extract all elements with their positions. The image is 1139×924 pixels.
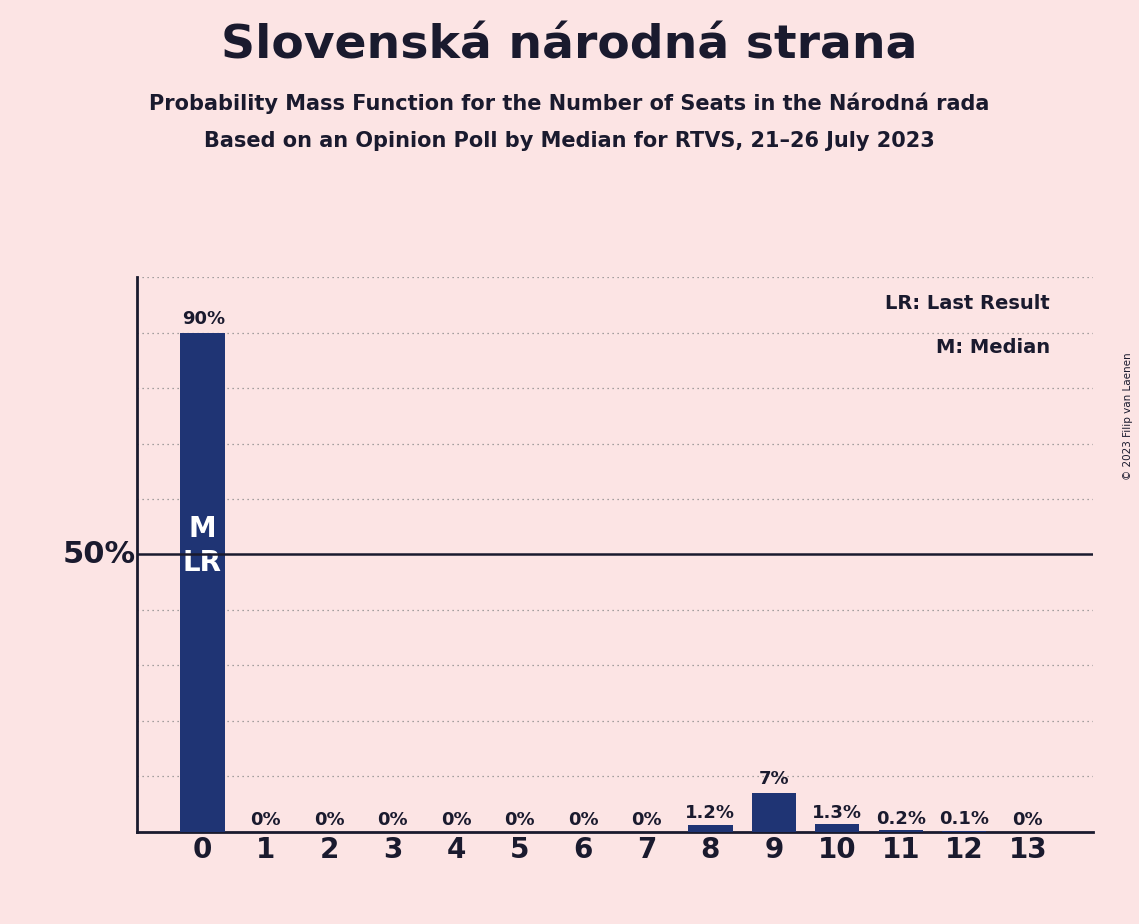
Text: Based on an Opinion Poll by Median for RTVS, 21–26 July 2023: Based on an Opinion Poll by Median for R… bbox=[204, 131, 935, 152]
Text: 0.2%: 0.2% bbox=[876, 809, 926, 828]
Text: 1.3%: 1.3% bbox=[812, 804, 862, 821]
Text: 0%: 0% bbox=[1013, 811, 1043, 829]
Text: LR: Last Result: LR: Last Result bbox=[885, 294, 1050, 313]
Bar bbox=[180, 333, 224, 832]
Text: 1.2%: 1.2% bbox=[686, 804, 736, 822]
Bar bbox=[878, 831, 923, 832]
Text: 0.1%: 0.1% bbox=[940, 810, 990, 828]
Bar bbox=[688, 825, 732, 832]
Text: Slovenská národná strana: Slovenská národná strana bbox=[221, 23, 918, 68]
Text: 0%: 0% bbox=[251, 811, 281, 829]
Text: 0%: 0% bbox=[377, 811, 408, 829]
Text: 90%: 90% bbox=[182, 310, 226, 328]
Text: LR: LR bbox=[183, 549, 222, 577]
Text: © 2023 Filip van Laenen: © 2023 Filip van Laenen bbox=[1123, 352, 1133, 480]
Text: 7%: 7% bbox=[759, 771, 789, 788]
Bar bbox=[752, 793, 796, 832]
Text: 0%: 0% bbox=[441, 811, 472, 829]
Text: M: M bbox=[189, 516, 216, 543]
Bar bbox=[816, 824, 860, 832]
Text: 0%: 0% bbox=[314, 811, 345, 829]
Text: 0%: 0% bbox=[505, 811, 535, 829]
Text: Probability Mass Function for the Number of Seats in the Národná rada: Probability Mass Function for the Number… bbox=[149, 92, 990, 114]
Text: 0%: 0% bbox=[631, 811, 662, 829]
Text: M: Median: M: Median bbox=[936, 338, 1050, 358]
Text: 0%: 0% bbox=[568, 811, 599, 829]
Text: 50%: 50% bbox=[63, 540, 136, 569]
